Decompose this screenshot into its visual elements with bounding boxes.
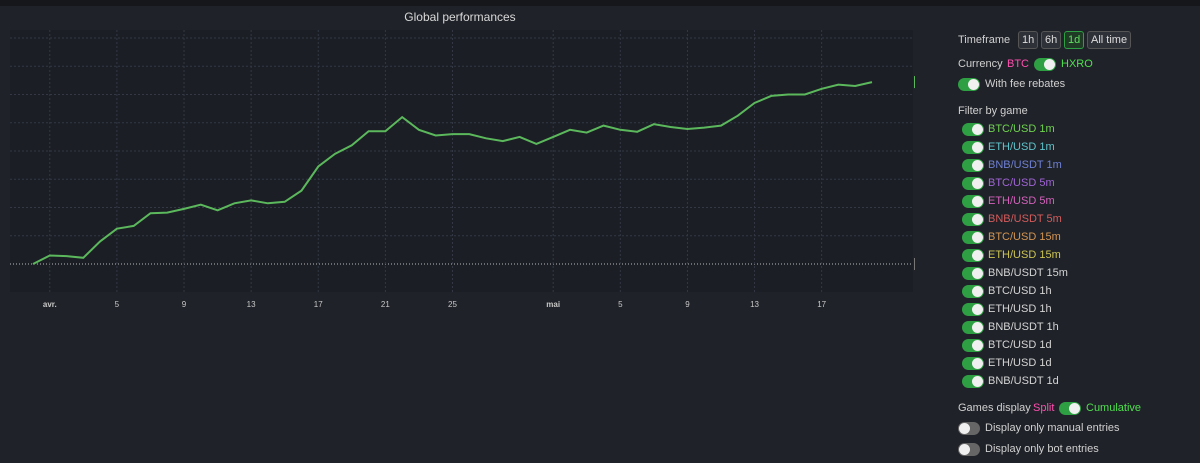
- game-toggle[interactable]: [962, 159, 984, 172]
- games-display-toggle[interactable]: [1059, 402, 1081, 415]
- game-toggle[interactable]: [962, 123, 984, 136]
- x-tick-label: mai: [546, 300, 560, 309]
- x-tick-label: 21: [381, 300, 390, 309]
- game-label: BTC/USD 15m: [988, 231, 1061, 243]
- option-toggle[interactable]: [958, 443, 980, 456]
- option-label: Display only manual entries: [985, 422, 1120, 434]
- game-label: ETH/USD 5m: [988, 195, 1055, 207]
- game-toggle[interactable]: [962, 303, 984, 316]
- games-display-label: Games display: [958, 402, 1031, 414]
- last-value-badge: [914, 76, 915, 89]
- game-toggle[interactable]: [962, 357, 984, 370]
- x-tick-label: 5: [618, 300, 623, 309]
- line-series: [32, 81, 873, 265]
- game-label: ETH/USD 15m: [988, 249, 1061, 261]
- game-toggle[interactable]: [962, 285, 984, 298]
- game-toggle[interactable]: [962, 339, 984, 352]
- game-label: ETH/USD 1h: [988, 303, 1052, 315]
- timeframe-button[interactable]: 6h: [1041, 31, 1062, 49]
- game-label: BTC/USD 1h: [988, 285, 1052, 297]
- games-display-left: Split: [1033, 402, 1055, 414]
- game-label: BNB/USDT 1d: [988, 375, 1059, 387]
- game-toggle[interactable]: [962, 213, 984, 226]
- filter-label: Filter by game: [958, 105, 1028, 117]
- game-label: BNB/USDT 1m: [988, 159, 1062, 171]
- game-toggle[interactable]: [962, 249, 984, 262]
- timeframe-button[interactable]: All time: [1087, 31, 1132, 49]
- option-label: Display only bot entries: [985, 443, 1099, 455]
- game-label: BTC/USD 1m: [988, 123, 1055, 135]
- x-tick-label: 9: [685, 300, 690, 309]
- currency-left: BTC: [1007, 58, 1029, 70]
- chart: Global performances 01000020000300004000…: [10, 10, 915, 309]
- game-label: ETH/USD 1d: [988, 357, 1052, 369]
- x-tick-label: 13: [247, 300, 256, 309]
- game-label: BTC/USD 5m: [988, 177, 1055, 189]
- game-toggle[interactable]: [962, 267, 984, 280]
- game-toggle[interactable]: [962, 141, 984, 154]
- timeframe-button[interactable]: 1d: [1064, 31, 1085, 49]
- plot-area: [10, 30, 913, 292]
- fee-toggle[interactable]: [958, 78, 980, 91]
- game-label: BNB/USDT 5m: [988, 213, 1062, 225]
- fee-label: With fee rebates: [985, 78, 1066, 90]
- game-label: BTC/USD 1d: [988, 339, 1052, 351]
- games-display-right: Cumulative: [1086, 402, 1142, 414]
- x-tick-label: 5: [115, 300, 120, 309]
- game-toggle[interactable]: [962, 195, 984, 208]
- zero-badge: [914, 258, 915, 270]
- game-toggle[interactable]: [962, 321, 984, 334]
- currency-toggle[interactable]: [1034, 58, 1056, 71]
- currency-label: Currency: [958, 58, 1003, 70]
- x-tick-label: 9: [182, 300, 187, 309]
- timeframe-button[interactable]: 1h: [1018, 31, 1039, 49]
- game-label: BNB/USDT 15m: [988, 267, 1068, 279]
- game-toggle[interactable]: [962, 375, 984, 388]
- currency-right: HXRO: [1061, 58, 1093, 70]
- game-label: BNB/USDT 1h: [988, 321, 1059, 333]
- game-toggle[interactable]: [962, 231, 984, 244]
- x-tick-label: avr.: [43, 300, 57, 309]
- x-tick-label: 13: [750, 300, 759, 309]
- x-tick-label: 17: [817, 300, 826, 309]
- game-label: ETH/USD 1m: [988, 141, 1055, 153]
- timeframe-label: Timeframe: [958, 34, 1011, 46]
- option-toggle[interactable]: [958, 422, 980, 435]
- x-tick-label: 17: [314, 300, 323, 309]
- x-tick-label: 25: [448, 300, 457, 309]
- chart-title: Global performances: [404, 10, 515, 24]
- game-toggle[interactable]: [962, 177, 984, 190]
